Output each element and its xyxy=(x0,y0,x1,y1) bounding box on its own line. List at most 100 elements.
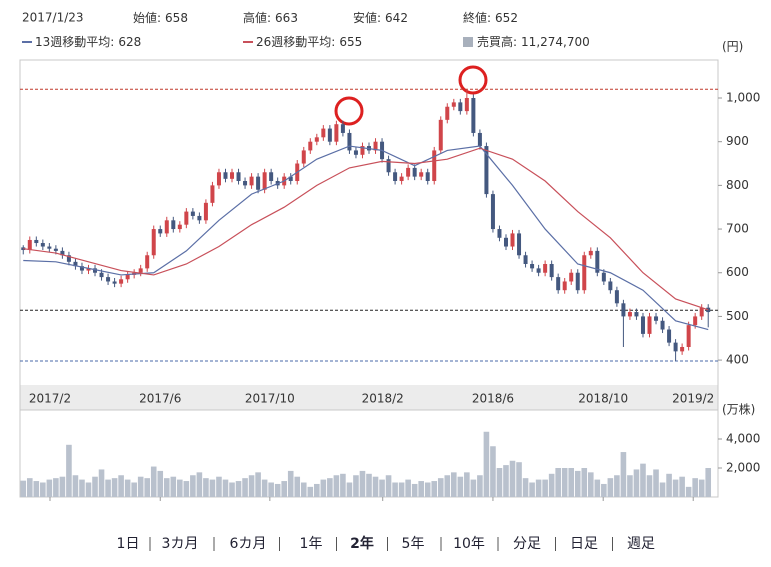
candle-body xyxy=(106,277,111,282)
candle-body xyxy=(432,150,437,182)
volume-bar xyxy=(568,468,575,497)
candle-body xyxy=(627,312,632,317)
candle-body xyxy=(119,279,124,284)
candle-body xyxy=(445,106,450,120)
candle-body xyxy=(230,172,235,179)
y-tick-label: 900 xyxy=(726,134,749,148)
candle-body xyxy=(556,277,561,291)
unit-label: (円) xyxy=(722,40,743,54)
volume-bar xyxy=(300,482,307,497)
volume-bar xyxy=(92,476,98,497)
volume-bar xyxy=(672,479,679,497)
period-tab[interactable]: 3カ月 xyxy=(162,536,199,552)
value: 652 xyxy=(495,11,518,25)
candle-body xyxy=(112,281,117,284)
volume-bar xyxy=(392,482,398,497)
candle-body xyxy=(256,176,261,190)
period-tab[interactable]: 10年 xyxy=(453,536,485,552)
y-tick-label: 4,000 xyxy=(726,432,760,446)
x-tick-label: 2017/10 xyxy=(245,392,295,406)
period-tab[interactable]: 日足 xyxy=(570,536,598,552)
legend-name: 13週移動平均: xyxy=(35,35,114,49)
date: 2017/1/23 xyxy=(22,11,84,25)
legend-name: 26週移動平均: xyxy=(256,35,335,49)
label: 高値: xyxy=(243,10,271,25)
period-tab[interactable]: 週足 xyxy=(627,536,655,552)
volume-bar xyxy=(620,452,627,497)
x-tick-label: 2019/2 xyxy=(672,392,714,406)
high: 高値: 663 xyxy=(243,10,298,25)
candle-body xyxy=(184,211,189,225)
candle-body xyxy=(588,250,593,256)
label: 売買高: xyxy=(477,34,517,49)
volume-bar xyxy=(242,478,248,497)
candle-body xyxy=(458,102,463,112)
period-tab[interactable]: 1日 xyxy=(117,536,140,552)
volume-bar xyxy=(59,476,66,497)
volume-bar xyxy=(137,476,144,497)
volume-bar xyxy=(111,478,118,497)
candle-body xyxy=(216,172,221,186)
volume-bar xyxy=(451,472,457,497)
volume-bar xyxy=(209,479,216,497)
volume-bar xyxy=(653,469,659,497)
candle-body xyxy=(360,146,365,155)
candle-body xyxy=(406,167,411,177)
candle-body xyxy=(301,150,306,164)
candle-body xyxy=(549,263,554,278)
volume-bar xyxy=(372,476,379,497)
candle-body xyxy=(530,263,535,269)
y-tick-label: 2,000 xyxy=(726,461,760,475)
candle-body xyxy=(151,229,156,256)
volume-bar xyxy=(340,473,346,497)
volume-bar xyxy=(640,463,646,497)
volume-bar xyxy=(287,470,294,497)
volume-bar xyxy=(327,478,333,497)
volume-bar xyxy=(222,479,229,497)
volume-bar xyxy=(131,482,137,497)
volume-bar xyxy=(333,475,340,497)
period-tab[interactable]: 5年 xyxy=(402,536,425,552)
y-tick-label: 600 xyxy=(726,265,749,279)
volume-bar xyxy=(118,475,124,497)
candle-body xyxy=(686,325,691,347)
candle-body xyxy=(210,185,215,203)
candle-body xyxy=(262,172,267,190)
candle-body xyxy=(27,239,32,251)
volume-bar xyxy=(509,460,516,497)
candle-body xyxy=(569,272,574,282)
candle-body xyxy=(386,159,391,173)
candle-body xyxy=(497,229,502,238)
volume-icon xyxy=(463,37,473,47)
candle-body xyxy=(164,220,169,234)
candle-body xyxy=(503,237,508,247)
value: 658 xyxy=(165,11,188,25)
period-tab[interactable]: 分足 xyxy=(513,536,541,552)
volume-bar xyxy=(405,479,411,497)
close: 終値: 652 xyxy=(463,10,518,25)
volume-bar xyxy=(40,482,46,497)
candle-body xyxy=(517,233,522,256)
unit-label: (万株) xyxy=(722,402,755,417)
candle-body xyxy=(419,172,424,177)
period-tab[interactable]: 1年 xyxy=(300,536,323,552)
volume-bar xyxy=(229,482,235,497)
volume-bar xyxy=(398,482,405,497)
volume-bar xyxy=(98,469,105,497)
candle-body xyxy=(490,194,495,230)
frame xyxy=(19,59,719,498)
x-tick-label: 2017/2 xyxy=(29,392,71,406)
candle-body xyxy=(680,346,685,352)
candle-body xyxy=(177,224,182,230)
volume-bar xyxy=(79,479,85,497)
volume-bar xyxy=(314,483,320,497)
candle-body xyxy=(562,281,567,291)
period-tab[interactable]: 6カ月 xyxy=(230,536,267,552)
candle-body xyxy=(347,132,352,151)
volume-bar xyxy=(561,468,568,497)
volume-bar xyxy=(418,481,424,497)
candle-body xyxy=(647,316,652,334)
period-tab[interactable]: 2年 xyxy=(350,535,374,552)
date-strip xyxy=(20,385,718,410)
volume-bar xyxy=(548,473,555,497)
